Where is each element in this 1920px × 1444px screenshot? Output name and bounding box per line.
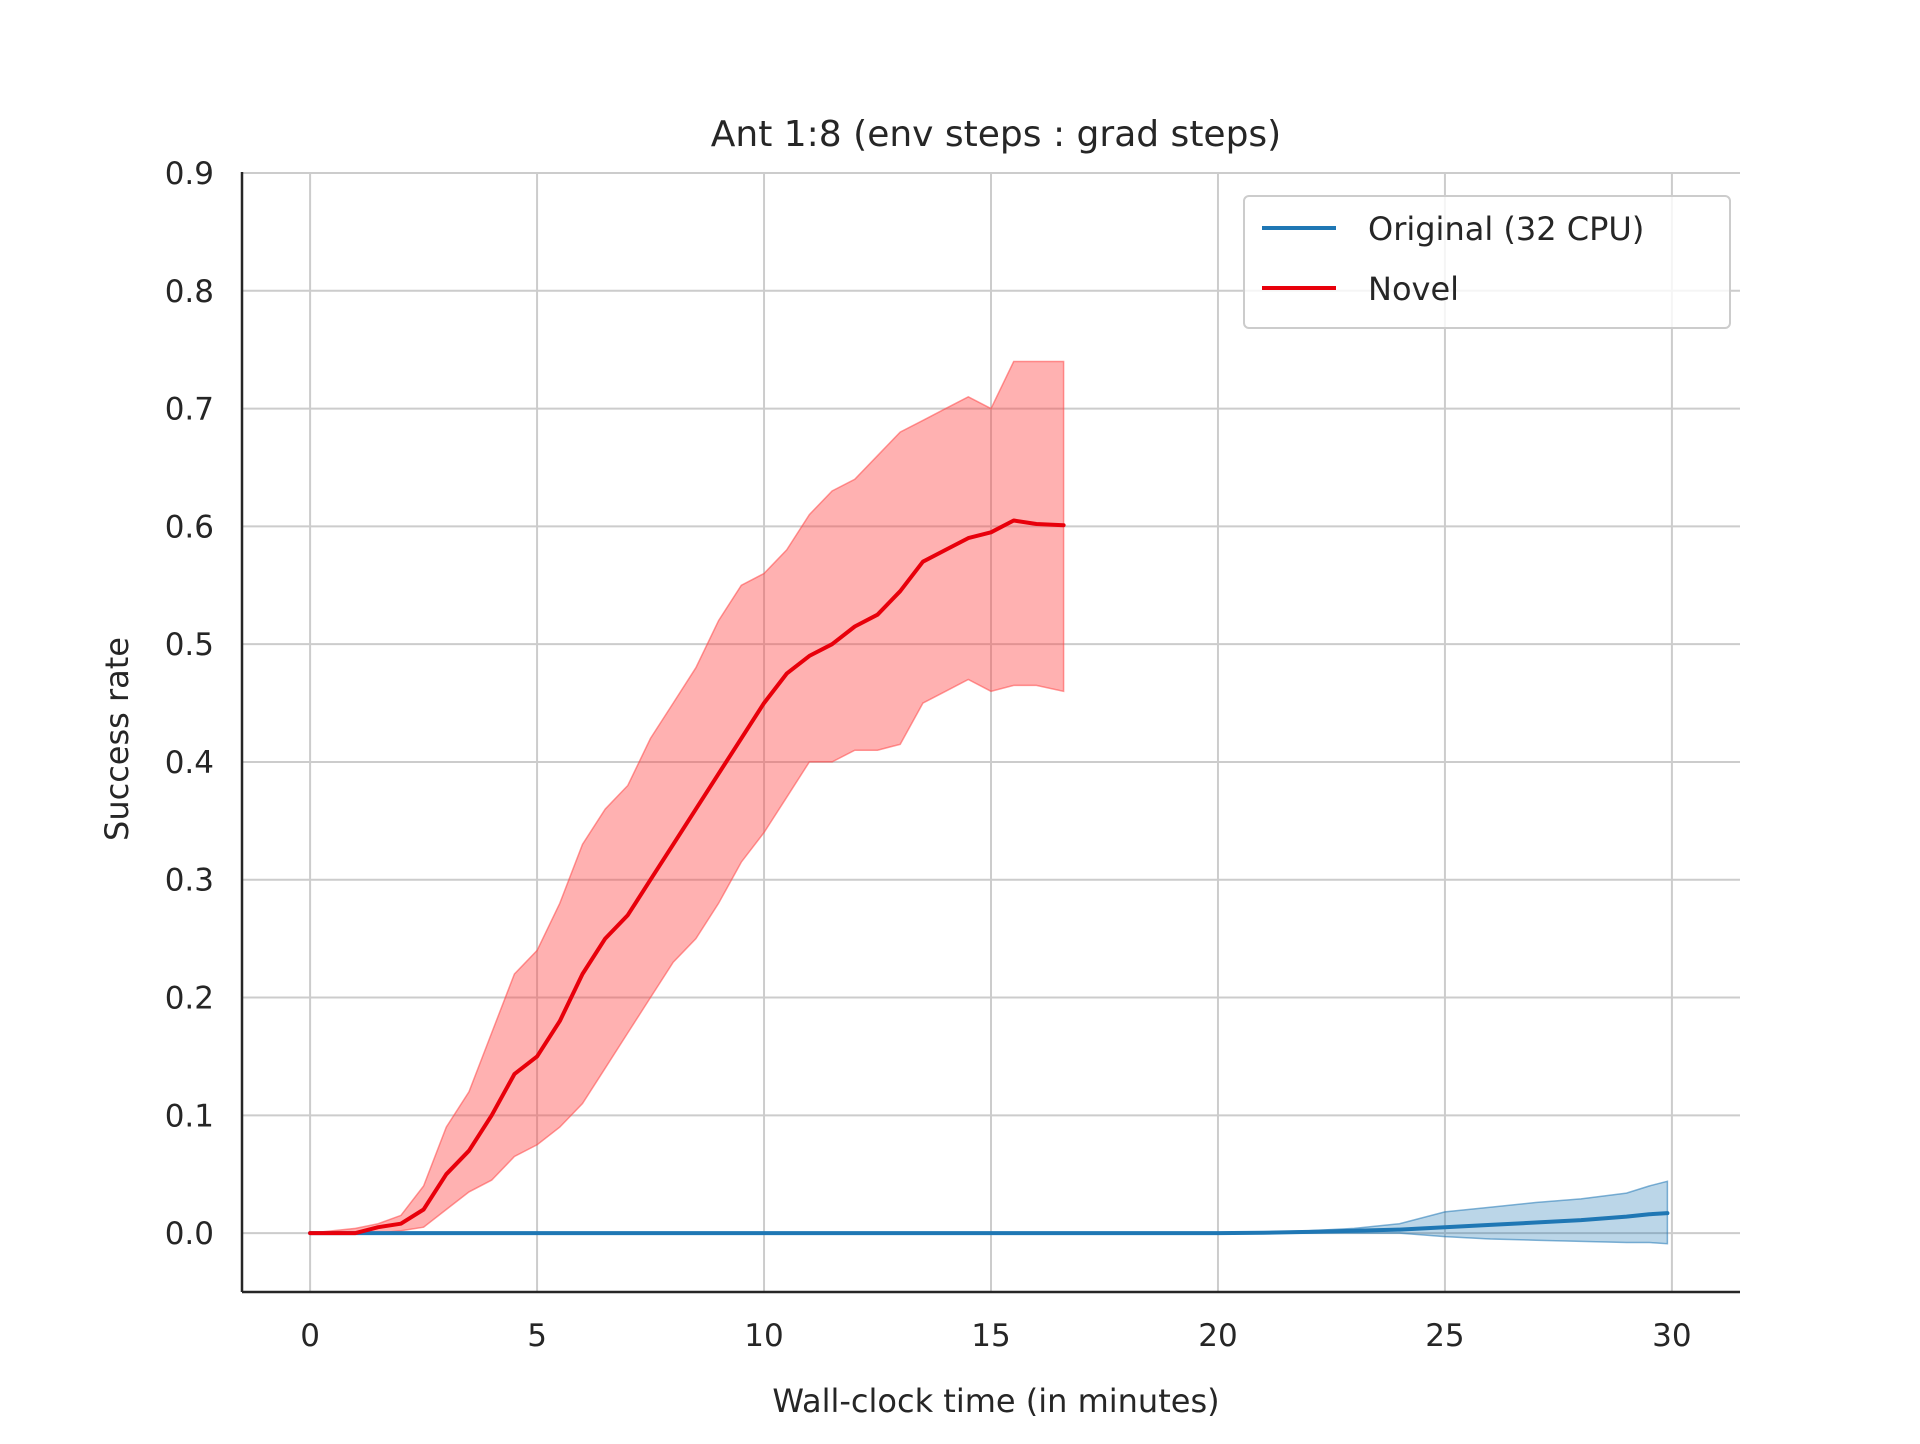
y-tick-label: 0.5 — [165, 627, 214, 663]
y-tick-label: 0.9 — [165, 156, 214, 192]
y-tick-label: 0.7 — [165, 392, 214, 428]
y-axis-label: Success rate — [98, 637, 136, 841]
legend-label-novel: Novel — [1368, 270, 1459, 308]
x-tick-label: 15 — [971, 1318, 1010, 1354]
confidence-bands — [310, 360, 1669, 1245]
x-tick-label: 25 — [1425, 1318, 1464, 1354]
y-tick-label: 0.0 — [165, 1216, 214, 1252]
tick-labels: 0 5 10 15 20 25 30 0.0 0.1 0.2 0.3 0.4 0.5 0.6 0.7 0.8 0… — [165, 156, 1692, 1354]
y-tick-label: 0.6 — [165, 509, 214, 545]
legend-box — [1243, 195, 1731, 329]
series-line-novel — [308, 518, 1066, 1236]
x-tick-label: 20 — [1198, 1318, 1237, 1354]
y-tick-label: 0.3 — [165, 863, 214, 899]
axes — [240, 172, 1740, 1294]
series-line-original — [308, 1211, 1670, 1236]
grid — [242, 172, 1740, 1292]
legend-label-original: Original (32 CPU) — [1368, 210, 1644, 248]
chart-title: Ant 1:8 (env steps : grad steps) — [711, 114, 1281, 155]
legend: Original (32 CPU) Novel — [1243, 195, 1731, 329]
x-tick-label: 0 — [300, 1318, 320, 1354]
y-tick-label: 0.8 — [165, 274, 214, 310]
band-novel — [310, 360, 1065, 1234]
x-tick-label: 30 — [1652, 1318, 1691, 1354]
y-tick-label: 0.2 — [165, 981, 214, 1017]
x-tick-label: 10 — [744, 1318, 783, 1354]
x-tick-label: 5 — [527, 1318, 547, 1354]
y-tick-label: 0.4 — [165, 745, 214, 781]
series-lines — [308, 518, 1670, 1236]
x-axis-label: Wall-clock time (in minutes) — [772, 1382, 1219, 1420]
y-tick-label: 0.1 — [165, 1098, 214, 1134]
